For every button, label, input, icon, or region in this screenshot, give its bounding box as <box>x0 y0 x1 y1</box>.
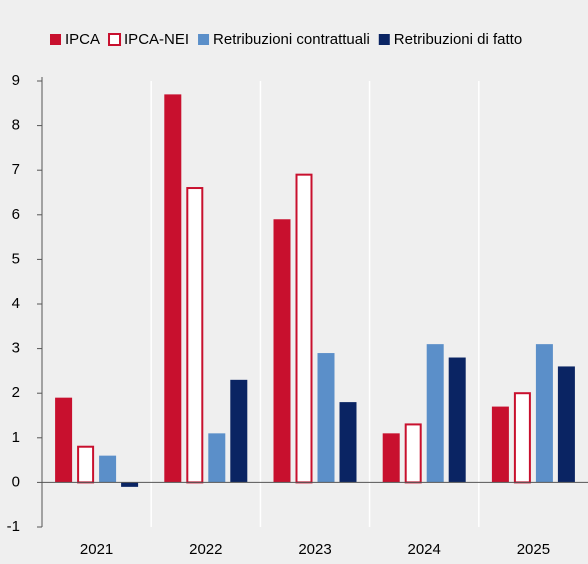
x-tick-label: 2024 <box>408 541 441 558</box>
bar <box>557 366 575 483</box>
bar <box>186 187 204 484</box>
y-tick-label: 9 <box>12 72 20 89</box>
y-tick-label: -1 <box>7 518 20 535</box>
y-tick-label: 8 <box>12 117 20 134</box>
x-tick-label: 2022 <box>189 541 222 558</box>
bar <box>404 423 422 484</box>
x-tick-label: 2023 <box>298 541 331 558</box>
bar <box>230 379 248 483</box>
legend-swatch <box>198 34 210 45</box>
bar <box>164 94 182 483</box>
bar <box>273 219 291 483</box>
legend-label: IPCA <box>65 31 100 48</box>
y-tick-label: 3 <box>12 340 20 357</box>
bar <box>99 455 117 483</box>
bar <box>339 402 357 483</box>
y-tick-label: 5 <box>12 250 20 267</box>
bar <box>317 353 335 483</box>
bar <box>55 397 73 483</box>
y-tick-label: 4 <box>12 295 20 312</box>
y-tick-label: 0 <box>12 473 20 490</box>
bar <box>535 344 553 483</box>
legend-swatch <box>108 33 122 46</box>
legend-area <box>0 0 588 70</box>
bar <box>448 357 466 483</box>
y-tick-label: 6 <box>12 206 20 223</box>
legend-swatch <box>378 34 390 45</box>
bar <box>382 433 400 483</box>
legend-label: Retribuzioni di fatto <box>394 31 522 48</box>
bar <box>208 433 226 483</box>
bar <box>426 344 444 483</box>
legend-label: Retribuzioni contrattuali <box>213 31 370 48</box>
legend-swatch <box>50 34 61 45</box>
x-tick-label: 2025 <box>517 541 550 558</box>
y-tick-label: 1 <box>12 429 20 446</box>
bar <box>121 482 139 487</box>
bar <box>491 406 509 483</box>
bar <box>295 173 313 484</box>
x-tick-label: 2021 <box>80 541 113 558</box>
y-tick-label: 2 <box>12 384 20 401</box>
legend-label: IPCA-NEI <box>124 31 189 48</box>
y-tick-label: 7 <box>12 161 20 178</box>
bar <box>77 445 95 484</box>
bar <box>513 392 531 484</box>
